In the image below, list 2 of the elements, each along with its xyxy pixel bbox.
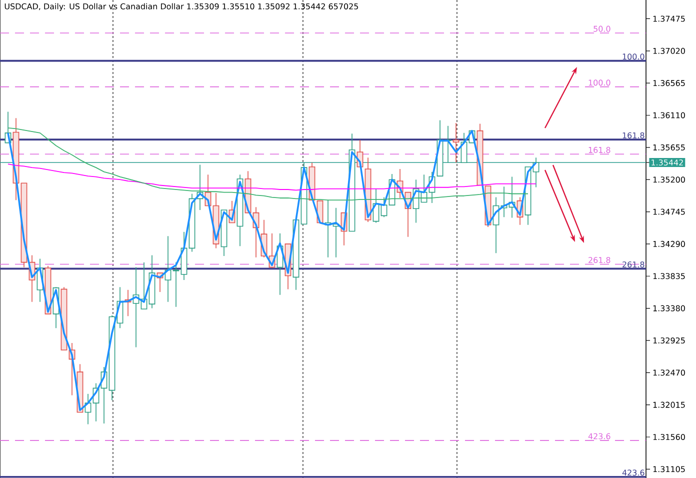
candlestick bbox=[172, 262, 180, 308]
candlestick bbox=[452, 122, 460, 164]
